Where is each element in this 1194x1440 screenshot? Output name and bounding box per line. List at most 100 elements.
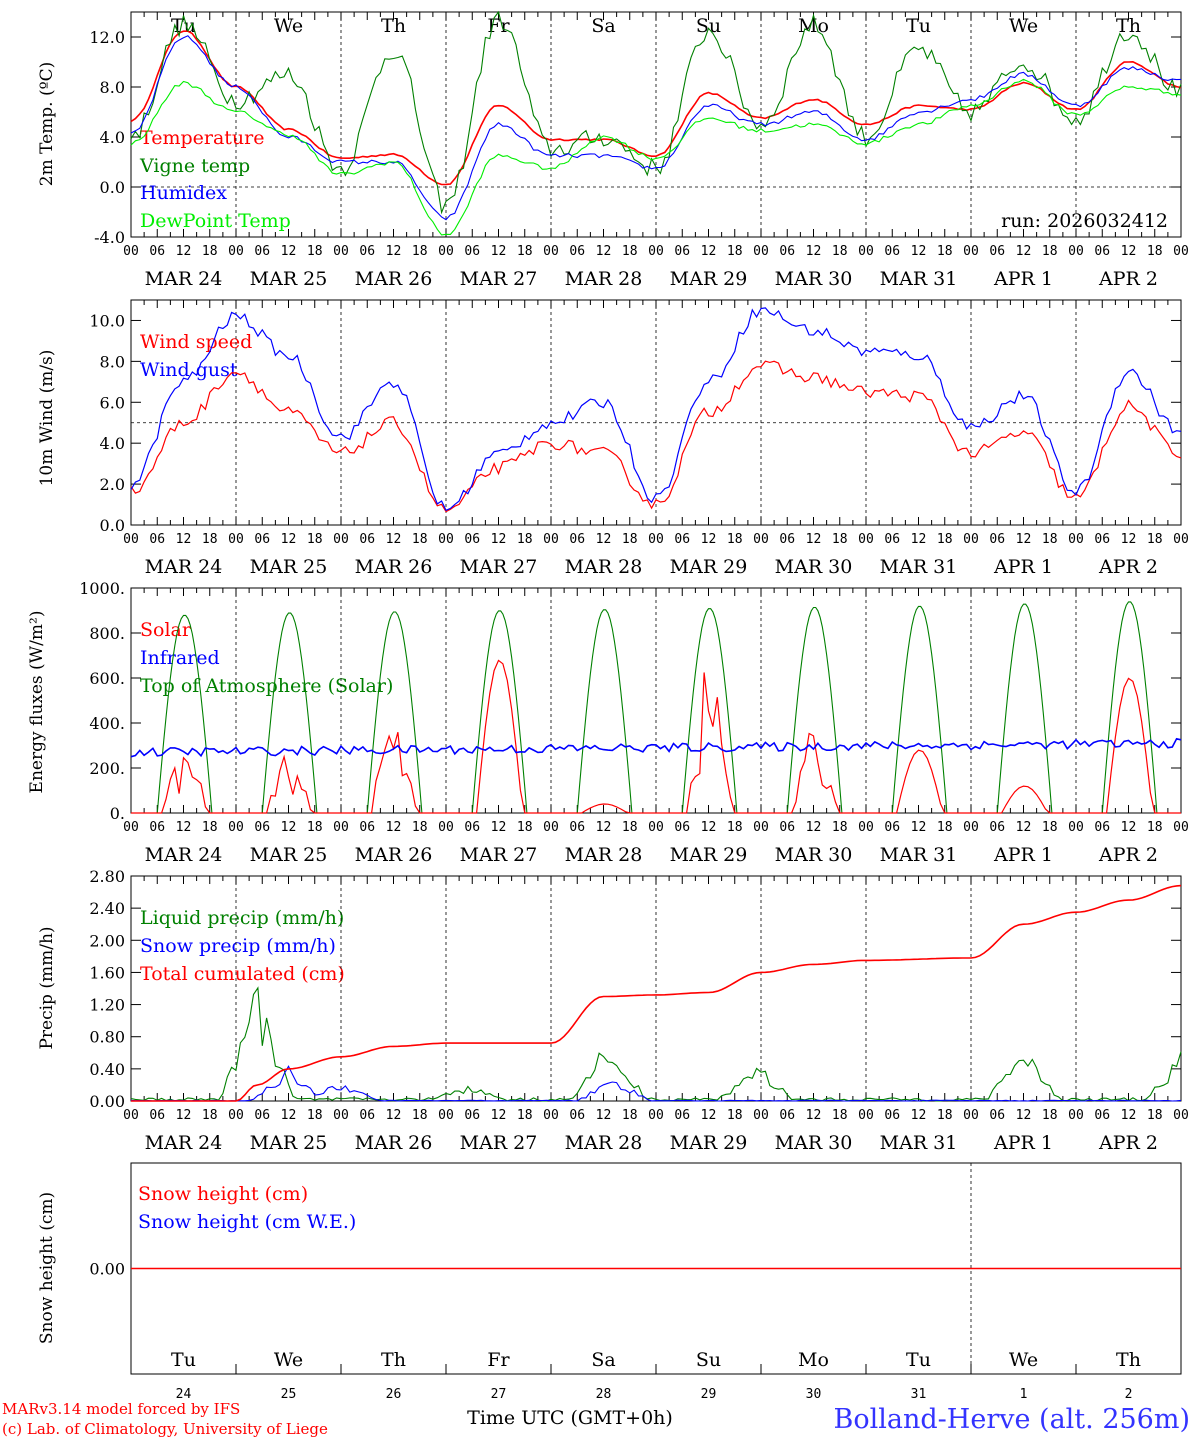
series-total-cumulated bbox=[131, 884, 1182, 1102]
hour-tick-label: 06 bbox=[779, 820, 795, 835]
hour-tick-label: 12 bbox=[1121, 820, 1137, 835]
hour-tick-label: 06 bbox=[884, 820, 900, 835]
hour-tick-label: 18 bbox=[307, 532, 323, 547]
date-label: MAR 28 bbox=[565, 268, 643, 290]
hour-tick-label: 00 bbox=[858, 244, 874, 259]
hour-tick-label: 18 bbox=[727, 1108, 743, 1123]
day-of-week-label: Th bbox=[381, 1349, 406, 1371]
hour-tick-label: 18 bbox=[1042, 532, 1058, 547]
day-of-week-label: Sa bbox=[591, 15, 615, 37]
hour-tick-label: 06 bbox=[779, 532, 795, 547]
legend-liquid: Liquid precip (mm/h) bbox=[140, 907, 344, 929]
hour-tick-label: 18 bbox=[937, 820, 953, 835]
copyright: (c) Lab. of Climatology, University of L… bbox=[2, 1420, 328, 1438]
hour-tick-label: 00 bbox=[228, 820, 244, 835]
hour-tick-label: 12 bbox=[1121, 244, 1137, 259]
date-label: MAR 27 bbox=[460, 556, 538, 578]
date-label: MAR 31 bbox=[880, 844, 958, 866]
hour-tick-label: 06 bbox=[989, 1108, 1005, 1123]
hour-tick-label: 18 bbox=[1042, 820, 1058, 835]
hour-tick-label: 12 bbox=[491, 532, 507, 547]
y-tick-label: 10.0 bbox=[89, 311, 125, 330]
y-tick-label: 0.0 bbox=[100, 178, 125, 197]
date-label: MAR 26 bbox=[355, 1132, 433, 1154]
y-tick-label: 0.80 bbox=[89, 1028, 125, 1047]
hour-tick-label: 18 bbox=[832, 532, 848, 547]
y-tick-label: 4.0 bbox=[100, 128, 125, 147]
y-tick-label: 0. bbox=[110, 804, 125, 823]
day-of-week-label: Fr bbox=[487, 1349, 510, 1371]
hour-tick-label: 06 bbox=[884, 244, 900, 259]
day-number-label: 27 bbox=[491, 1387, 507, 1402]
hour-tick-label: 00 bbox=[228, 1108, 244, 1123]
date-label: APR 2 bbox=[1098, 268, 1158, 290]
hour-tick-label: 18 bbox=[937, 1108, 953, 1123]
wind-panel: 10m Wind (m/s) Wind speed Wind gust 10.0… bbox=[37, 299, 1189, 578]
hour-tick-label: 00 bbox=[438, 820, 454, 835]
wind-ylabel: 10m Wind (m/s) bbox=[37, 350, 57, 487]
hour-tick-label: 00 bbox=[648, 244, 664, 259]
date-label: MAR 30 bbox=[775, 844, 853, 866]
hour-tick-label: 12 bbox=[806, 244, 822, 259]
date-label: MAR 31 bbox=[880, 268, 958, 290]
hour-tick-label: 06 bbox=[359, 820, 375, 835]
date-label: MAR 24 bbox=[145, 556, 223, 578]
hour-tick-label: 00 bbox=[1173, 820, 1189, 835]
hour-tick-label: 18 bbox=[517, 532, 533, 547]
series-wind-gust bbox=[130, 307, 1182, 512]
hour-tick-label: 00 bbox=[228, 532, 244, 547]
y-tick-label: 200. bbox=[89, 759, 125, 778]
hour-tick-label: 00 bbox=[333, 1108, 349, 1123]
hour-tick-label: 00 bbox=[438, 1108, 454, 1123]
date-label: MAR 28 bbox=[565, 1132, 643, 1154]
date-label: MAR 28 bbox=[565, 556, 643, 578]
hour-tick-label: 06 bbox=[1094, 1108, 1110, 1123]
hour-tick-label: 00 bbox=[543, 532, 559, 547]
legend-snow-height: Snow height (cm) bbox=[138, 1183, 308, 1205]
model-credit: MARv3.14 model forced by IFS bbox=[2, 1400, 240, 1418]
hour-tick-label: 18 bbox=[1042, 244, 1058, 259]
hour-tick-label: 06 bbox=[884, 532, 900, 547]
date-label: MAR 25 bbox=[250, 268, 328, 290]
hour-tick-label: 12 bbox=[911, 244, 927, 259]
day-of-week-label: Th bbox=[381, 15, 406, 37]
hour-tick-label: 06 bbox=[674, 1108, 690, 1123]
date-label: APR 1 bbox=[993, 268, 1053, 290]
hour-tick-label: 12 bbox=[176, 820, 192, 835]
hour-tick-label: 18 bbox=[1147, 532, 1163, 547]
hour-tick-label: 18 bbox=[412, 244, 428, 259]
date-label: MAR 25 bbox=[250, 844, 328, 866]
hour-tick-label: 12 bbox=[701, 1108, 717, 1123]
hour-tick-label: 12 bbox=[1121, 1108, 1137, 1123]
date-label: MAR 27 bbox=[460, 1132, 538, 1154]
day-of-week-label: Th bbox=[1116, 1349, 1141, 1371]
y-tick-label: 6.0 bbox=[100, 393, 125, 412]
hour-tick-label: 00 bbox=[963, 244, 979, 259]
hour-tick-label: 06 bbox=[149, 1108, 165, 1123]
hour-tick-label: 06 bbox=[989, 820, 1005, 835]
day-of-week-label: We bbox=[1009, 15, 1038, 37]
hour-tick-label: 12 bbox=[176, 1108, 192, 1123]
legend-snow-we: Snow height (cm W.E.) bbox=[138, 1211, 356, 1233]
hour-tick-label: 06 bbox=[464, 532, 480, 547]
y-tick-label: 600. bbox=[89, 669, 125, 688]
hour-tick-label: 12 bbox=[806, 1108, 822, 1123]
hour-tick-label: 12 bbox=[1121, 532, 1137, 547]
date-label: MAR 31 bbox=[880, 556, 958, 578]
hour-tick-label: 12 bbox=[281, 820, 297, 835]
y-tick-label: 2.0 bbox=[100, 475, 125, 494]
hour-tick-label: 18 bbox=[517, 1108, 533, 1123]
station-title: Bolland-Herve (alt. 256m) bbox=[834, 1404, 1190, 1435]
hour-tick-label: 18 bbox=[1147, 244, 1163, 259]
hour-tick-label: 00 bbox=[123, 820, 139, 835]
legend-total-cum: Total cumulated (cm) bbox=[140, 963, 345, 985]
hour-tick-label: 12 bbox=[386, 820, 402, 835]
hour-tick-label: 18 bbox=[202, 244, 218, 259]
hour-tick-label: 18 bbox=[622, 244, 638, 259]
date-label: MAR 30 bbox=[775, 556, 853, 578]
day-number-label: 29 bbox=[701, 1387, 717, 1402]
day-of-week-label: Tu bbox=[906, 15, 931, 37]
hour-tick-label: 12 bbox=[806, 532, 822, 547]
day-of-week-label: Mo bbox=[798, 15, 829, 37]
y-tick-label: 0.00 bbox=[89, 1092, 125, 1111]
